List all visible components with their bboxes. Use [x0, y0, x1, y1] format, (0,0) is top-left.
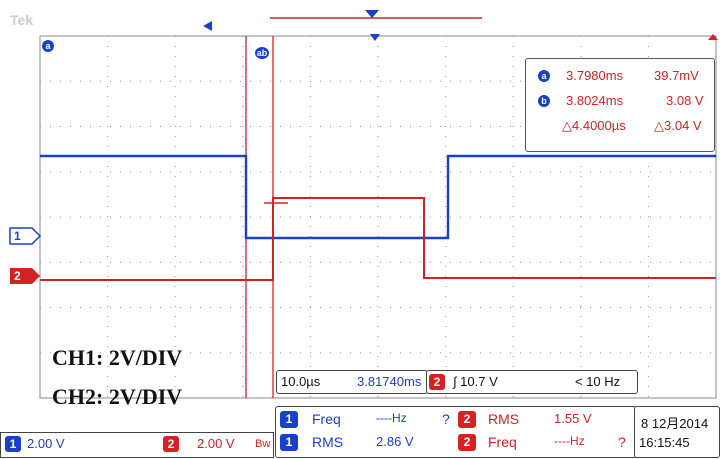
timebase-position: 3.81740ms [357, 374, 422, 389]
ch2-freq-label: Freq [488, 434, 517, 450]
ch1-freq-qualifier: ? [442, 411, 450, 427]
cursor-a-icon: a [42, 40, 54, 52]
ch2-ground-marker[interactable] [10, 268, 40, 284]
expand-point-icon [203, 21, 212, 31]
cursor-readout-box: a 3.7980ms 39.7mV b 3.8024ms 3.08 V △4.4… [525, 58, 715, 152]
trigger-position-icon [365, 10, 379, 18]
measurement-panel[interactable]: 1 Freq ----Hz ? 2 RMS 1.55 V 1 RMS 2.86 … [275, 406, 637, 458]
trigger-frequency: < 10 Hz [575, 374, 621, 389]
channel-scale-bar[interactable]: 1 2.00 V 2 2.00 V Bw [0, 432, 274, 458]
timebase-readout[interactable]: 10.0µs 3.81740ms [276, 370, 428, 394]
trigger-source-badge: 2 [429, 374, 445, 390]
ch1-scale-annotation: CH1: 2V/DIV [52, 345, 183, 370]
ch1-freq-badge: 1 [280, 411, 298, 428]
trigger-point-icon [370, 34, 380, 41]
ch1-rms-label: RMS [312, 434, 344, 450]
ch1-freq-label: Freq [312, 411, 341, 427]
ch2-scale-annotation: CH2: 2V/DIV [52, 384, 183, 409]
timebase-scale: 10.0µs [281, 374, 321, 389]
ch2-volts-per-div: 2.00 V [197, 436, 235, 451]
ch2-freq-badge: 2 [458, 434, 476, 451]
ch2-freq-value: ----Hz [554, 434, 585, 448]
cursor-delta-row: △4.4000µs △3.04 V [526, 116, 714, 136]
cursor-b-badge: b [538, 95, 550, 107]
cursor-a-row: a 3.7980ms 39.7mV [526, 66, 714, 86]
cursor-b-time: 3.8024ms [566, 93, 624, 108]
cursor-b-value: 3.08 V [666, 93, 704, 108]
cursor-b-row: b 3.8024ms 3.08 V [526, 91, 714, 111]
datetime-box: 8 12月2014 16:15:45 [634, 406, 720, 458]
cursor-a-time: 3.7980ms [566, 68, 624, 83]
cursor-a-value: 39.7mV [654, 68, 699, 83]
ch2-marker-label: 2 [14, 269, 21, 283]
cursor-delta-time: △4.4000µs [562, 118, 626, 133]
brand-logo: Tek [10, 12, 34, 28]
date-text: 8 12月2014 [641, 416, 709, 431]
ch2-rms-label: RMS [488, 411, 520, 427]
ch2-waveform [40, 197, 716, 281]
ch2-badge: 2 [163, 436, 179, 452]
cursor-a-badge: a [538, 70, 550, 82]
ch2-rms-badge: 2 [458, 411, 476, 428]
trigger-level: ∫ 10.7 V [453, 374, 498, 389]
time-text: 16:15:45 [639, 435, 690, 450]
ch2-freq-qualifier: ? [618, 434, 626, 450]
ch1-volts-per-div: 2.00 V [27, 436, 65, 451]
ch1-freq-value: ----Hz [376, 411, 407, 425]
trigger-readout[interactable]: 2 ∫ 10.7 V < 10 Hz [426, 370, 638, 394]
ch2-rms-value: 1.55 V [554, 411, 592, 426]
ch1-ground-marker[interactable] [9, 227, 42, 245]
ch1-rms-value: 2.86 V [376, 434, 414, 449]
cursor-delta-value: △3.04 V [654, 118, 702, 133]
ch1-rms-badge: 1 [280, 434, 298, 451]
cursor-b-icon: ab [255, 47, 269, 59]
bandwidth-limit-indicator: Bw [255, 438, 271, 450]
ch1-badge: 1 [5, 436, 21, 452]
trigger-level-arrow-icon [708, 34, 718, 40]
ch1-waveform [40, 154, 716, 240]
ch1-marker-label: 1 [14, 229, 21, 243]
